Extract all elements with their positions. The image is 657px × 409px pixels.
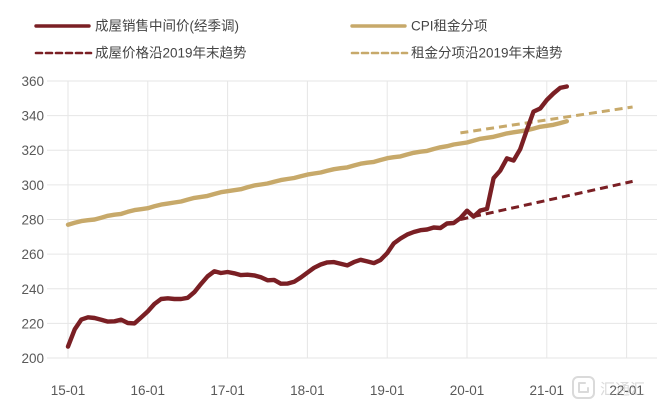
svg-text:租金分项沿2019年末趋势: 租金分项沿2019年末趋势 bbox=[411, 46, 563, 61]
svg-text:成屋价格沿2019年末趋势: 成屋价格沿2019年末趋势 bbox=[95, 46, 247, 61]
svg-text:320: 320 bbox=[21, 143, 44, 158]
svg-text:280: 280 bbox=[21, 213, 44, 228]
svg-text:21-01: 21-01 bbox=[530, 383, 565, 398]
svg-text:汇通汇: 汇通汇 bbox=[600, 381, 645, 398]
svg-text:19-01: 19-01 bbox=[370, 383, 405, 398]
svg-text:17-01: 17-01 bbox=[210, 383, 245, 398]
svg-text:16-01: 16-01 bbox=[131, 383, 166, 398]
svg-text:CPI租金分项: CPI租金分项 bbox=[411, 19, 488, 34]
svg-text:340: 340 bbox=[21, 109, 44, 124]
svg-text:360: 360 bbox=[21, 74, 44, 89]
svg-text:240: 240 bbox=[21, 282, 44, 297]
svg-text:220: 220 bbox=[21, 316, 44, 331]
svg-text:300: 300 bbox=[21, 178, 44, 193]
svg-text:18-01: 18-01 bbox=[290, 383, 325, 398]
svg-text:200: 200 bbox=[21, 351, 44, 366]
svg-text:15-01: 15-01 bbox=[51, 383, 86, 398]
svg-text:20-01: 20-01 bbox=[450, 383, 485, 398]
svg-text:成屋销售中间价(经季调): 成屋销售中间价(经季调) bbox=[95, 19, 239, 34]
svg-text:260: 260 bbox=[21, 247, 44, 262]
